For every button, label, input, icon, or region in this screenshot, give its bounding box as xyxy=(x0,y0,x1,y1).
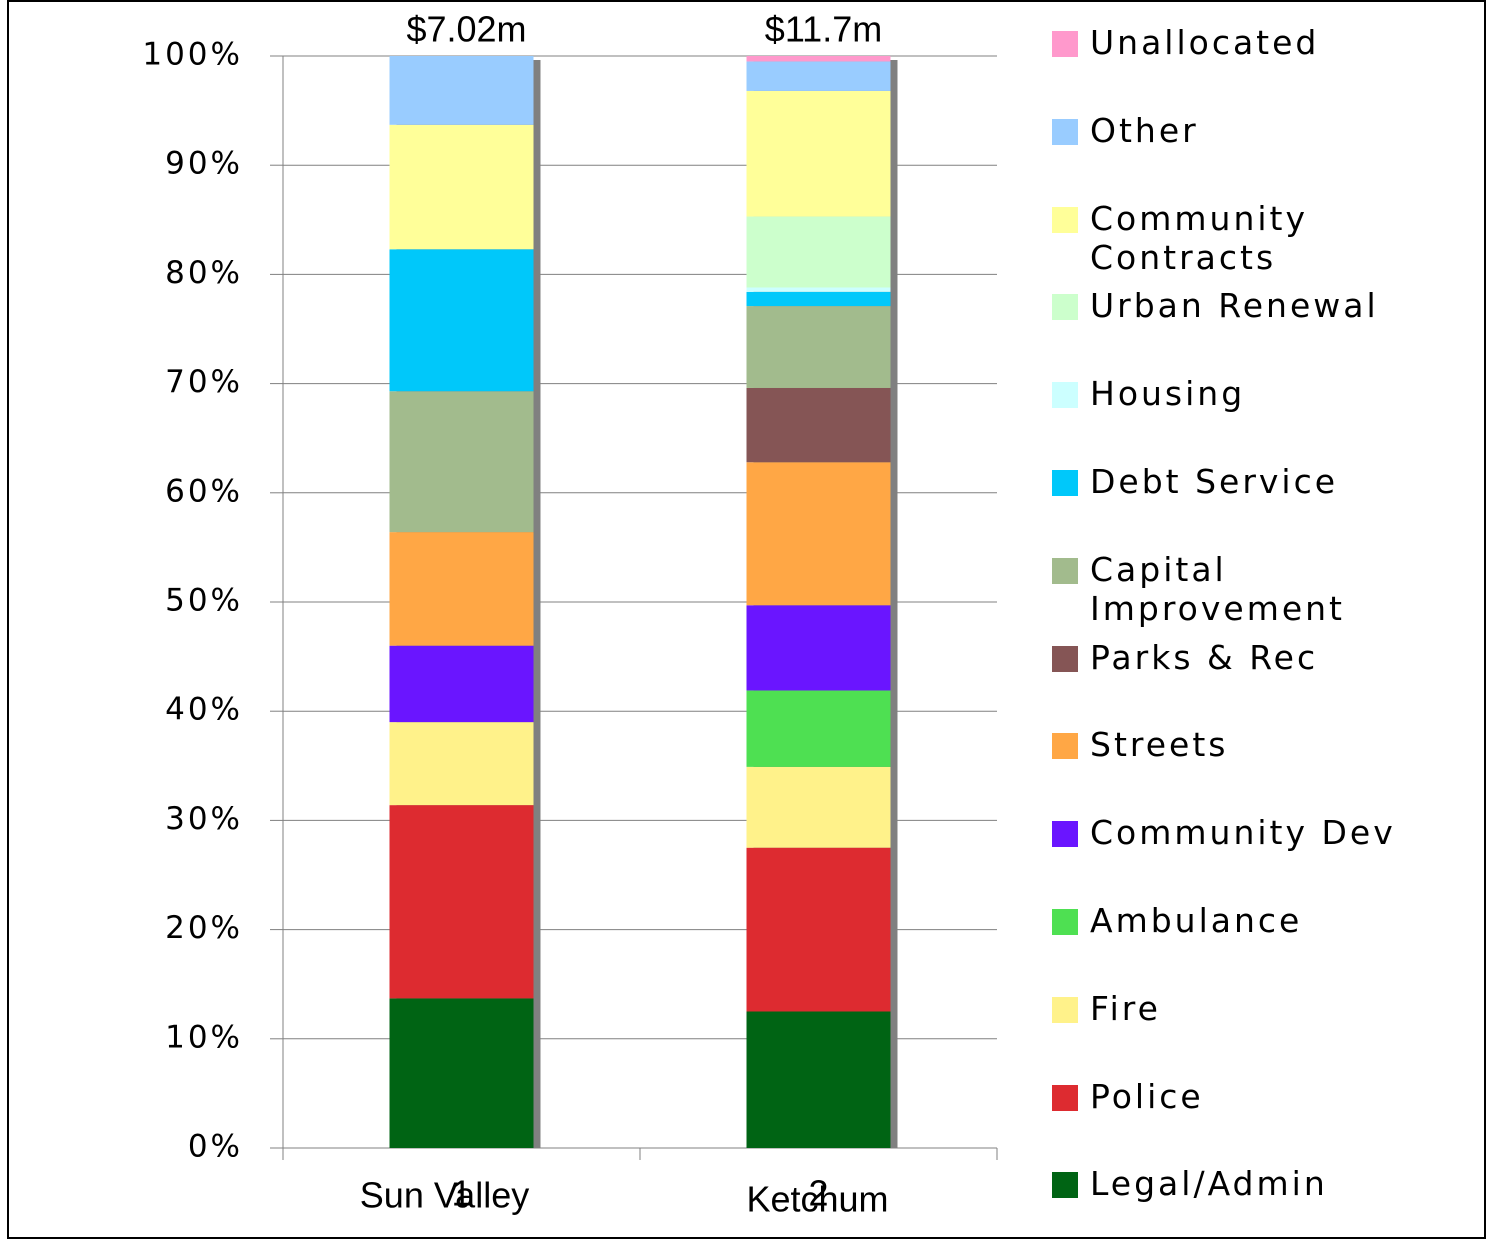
legend-entry: Unallocated xyxy=(1052,23,1482,62)
legend-swatch xyxy=(1052,31,1078,57)
y-tick-label: 80% xyxy=(165,255,243,291)
legend-label: Capital Improvement xyxy=(1090,549,1345,628)
legend-label: Parks & Rec xyxy=(1090,637,1319,677)
bar-segment xyxy=(389,998,534,1148)
bar-segment xyxy=(746,287,891,292)
bar-segment xyxy=(746,291,891,307)
bar-segment xyxy=(746,90,891,217)
bar-segment xyxy=(746,690,891,767)
bar-segment xyxy=(746,847,891,1012)
y-tick-label: 90% xyxy=(165,146,243,182)
y-tick-label: 100% xyxy=(142,37,243,73)
legend-entry: Ambulance xyxy=(1052,901,1482,940)
legend-swatch xyxy=(1052,645,1078,672)
legend-label: Housing xyxy=(1090,374,1246,414)
bar-segment xyxy=(389,391,534,533)
x-tick-label: Sun Valley xyxy=(360,1175,529,1216)
legend-swatch xyxy=(1052,206,1078,233)
legend-swatch xyxy=(1052,996,1078,1023)
y-tick-label: 10% xyxy=(165,1019,243,1055)
x-tick-label: Ketchum xyxy=(746,1179,888,1220)
legend-swatch xyxy=(1052,1084,1078,1111)
legend-entry: Legal/Admin xyxy=(1052,1164,1482,1203)
bar-segment xyxy=(389,532,534,646)
legend-entry: Capital Improvement xyxy=(1052,550,1482,628)
bar-segment xyxy=(746,766,891,848)
total-label: $7.02m xyxy=(406,9,526,50)
legend-label: Community Dev xyxy=(1090,813,1396,853)
legend-label: Other xyxy=(1090,110,1199,150)
bar-segment xyxy=(746,1011,891,1148)
legend-entry: Streets xyxy=(1052,725,1482,764)
legend-label: Police xyxy=(1090,1076,1204,1116)
bar-segment xyxy=(389,805,534,999)
bar-segment xyxy=(746,56,891,62)
legend-swatch xyxy=(1052,733,1078,760)
bar-segment xyxy=(746,216,891,288)
bar-segment xyxy=(389,124,534,250)
bar-segment xyxy=(389,249,534,392)
bar-segment xyxy=(746,605,891,691)
legend-label: Unallocated xyxy=(1090,23,1320,62)
legend-label: Urban Renewal xyxy=(1090,286,1379,326)
legend-entry: Urban Renewal xyxy=(1052,286,1482,325)
legend-label: Ambulance xyxy=(1090,901,1303,940)
legend-swatch xyxy=(1052,557,1078,584)
legend-swatch xyxy=(1052,118,1078,145)
bar-segment xyxy=(389,645,534,723)
y-tick-label: 50% xyxy=(165,583,243,619)
y-tick-label: 70% xyxy=(165,364,243,400)
legend-swatch xyxy=(1052,294,1078,321)
total-label: $11.7m xyxy=(765,9,882,50)
y-tick-label: 40% xyxy=(165,692,243,728)
legend-label: Streets xyxy=(1090,725,1229,765)
legend-label: Community Contracts xyxy=(1090,198,1308,277)
legend-entry: Community Dev xyxy=(1052,813,1482,852)
x-index-label: 2 xyxy=(808,1173,828,1214)
y-tick-label: 0% xyxy=(188,1129,243,1165)
x-index-label: 1 xyxy=(451,1173,471,1214)
legend-entry: Fire xyxy=(1052,989,1482,1028)
legend-swatch xyxy=(1052,821,1078,848)
legend-label: Debt Service xyxy=(1090,462,1339,501)
legend-entry: Other xyxy=(1052,111,1482,150)
bar-segment xyxy=(389,56,534,125)
y-tick-label: 20% xyxy=(165,910,243,946)
bar-segment xyxy=(746,306,891,388)
legend-label: Fire xyxy=(1090,988,1161,1028)
legend-entry: Community Contracts xyxy=(1052,199,1482,277)
y-tick-label: 30% xyxy=(165,801,243,837)
bar-segment xyxy=(746,462,891,606)
legend-entry: Parks & Rec xyxy=(1052,638,1482,677)
legend-label: Legal/Admin xyxy=(1090,1164,1328,1204)
legend-entry: Police xyxy=(1052,1077,1482,1116)
legend-swatch xyxy=(1052,470,1078,496)
bar-segment xyxy=(389,722,534,806)
legend-swatch xyxy=(1052,382,1078,409)
legend-entry: Debt Service xyxy=(1052,462,1482,501)
legend-entry: Housing xyxy=(1052,374,1482,413)
legend-swatch xyxy=(1052,909,1078,935)
bar-segment xyxy=(746,61,891,91)
chart-frame xyxy=(7,0,1486,1239)
bar-segment xyxy=(746,387,891,463)
y-tick-label: 60% xyxy=(165,473,243,509)
legend-swatch xyxy=(1052,1172,1078,1199)
